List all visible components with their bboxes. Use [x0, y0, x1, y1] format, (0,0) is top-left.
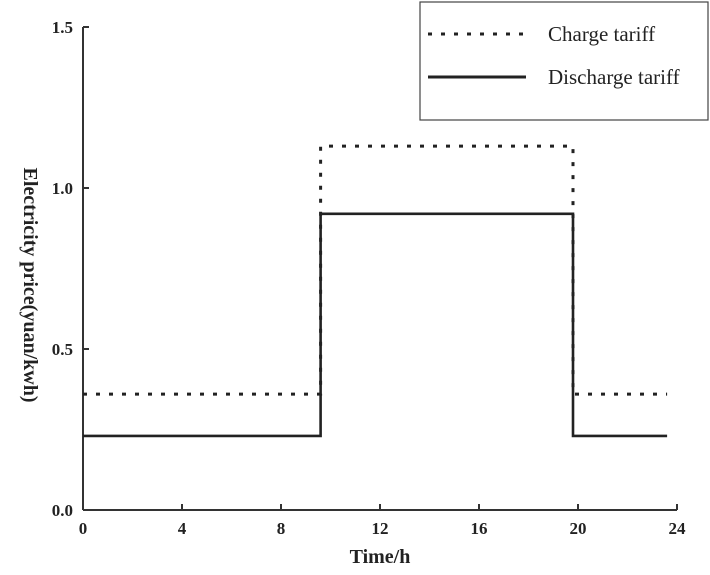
x-tick-label: 4: [178, 519, 187, 538]
series-line-discharge-tariff: [83, 212, 668, 438]
series-layer: [83, 144, 668, 438]
legend-label-charge: Charge tariff: [548, 22, 655, 46]
legend-label-discharge: Discharge tariff: [548, 65, 680, 89]
y-tick-label: 1.5: [52, 18, 73, 37]
y-tick-label: 1.0: [52, 179, 73, 198]
y-tick-label: 0.5: [52, 340, 73, 359]
legend-box: [419, 1, 709, 121]
x-tick-label: 0: [79, 519, 88, 538]
y-axis-title: Electricity price(yuan/kwh): [19, 168, 41, 403]
x-tick-label: 24: [669, 519, 687, 538]
x-tick-label: 16: [471, 519, 488, 538]
series-line-charge-tariff: [83, 144, 668, 396]
legend: Charge tariff Discharge tariff: [419, 1, 709, 121]
y-tick-label: 0.0: [52, 501, 73, 520]
x-tick-label: 8: [277, 519, 286, 538]
x-tick-label: 12: [372, 519, 389, 538]
x-axis-title: Time/h: [350, 546, 411, 568]
axes: 0 4 8 12 16 20 24 0.0 0.5 1.0 1.5: [52, 18, 686, 538]
x-tick-label: 20: [570, 519, 587, 538]
